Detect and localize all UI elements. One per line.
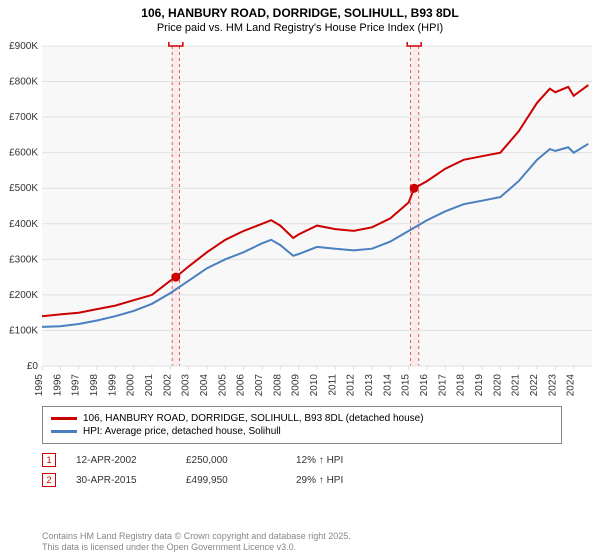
svg-text:1999: 1999 — [107, 374, 118, 397]
sale-diff-1: 12% ↑ HPI — [296, 455, 343, 466]
svg-text:2007: 2007 — [254, 374, 265, 397]
svg-text:2005: 2005 — [217, 374, 228, 397]
price-chart: £0 £100K £200K £300K £400K £500K £600K £700K £80… — [0, 42, 600, 400]
legend-box: 106, HANBURY ROAD, DORRIDGE, SOLIHULL, B… — [42, 406, 562, 444]
svg-text:2022: 2022 — [529, 374, 540, 397]
legend-swatch-2 — [51, 430, 77, 433]
svg-text:2010: 2010 — [309, 374, 320, 397]
svg-text:2016: 2016 — [419, 374, 430, 397]
sale-index-1: 1 — [42, 453, 56, 467]
svg-text:2009: 2009 — [291, 374, 302, 397]
sale-row-2: 2 30-APR-2015 £499,950 29% ↑ HPI — [42, 470, 562, 490]
svg-text:£400K: £400K — [9, 219, 38, 230]
svg-text:2014: 2014 — [382, 374, 393, 397]
svg-text:£200K: £200K — [9, 290, 38, 301]
svg-text:£700K: £700K — [9, 112, 38, 123]
svg-text:2006: 2006 — [236, 374, 247, 397]
sale-marker-label-2: 2 — [411, 42, 417, 45]
svg-text:1997: 1997 — [71, 374, 82, 397]
svg-text:2015: 2015 — [401, 374, 412, 397]
svg-text:£900K: £900K — [9, 42, 38, 52]
svg-text:£100K: £100K — [9, 325, 38, 336]
sale-date-2: 30-APR-2015 — [76, 475, 166, 486]
svg-text:£500K: £500K — [9, 183, 38, 194]
sale-index-2: 2 — [42, 473, 56, 487]
sale-price-1: £250,000 — [186, 455, 276, 466]
legend-item-2: HPI: Average price, detached house, Soli… — [51, 425, 553, 438]
legend-label-1: 106, HANBURY ROAD, DORRIDGE, SOLIHULL, B… — [83, 413, 424, 424]
svg-text:2002: 2002 — [162, 374, 173, 397]
svg-text:2019: 2019 — [474, 374, 485, 397]
page-subtitle: Price paid vs. HM Land Registry's House … — [0, 22, 600, 38]
svg-text:£600K: £600K — [9, 148, 38, 159]
svg-text:£800K: £800K — [9, 77, 38, 88]
sales-list: 1 12-APR-2002 £250,000 12% ↑ HPI 2 30-APR-201… — [42, 450, 562, 490]
legend-swatch-1 — [51, 417, 77, 420]
svg-text:2017: 2017 — [437, 374, 448, 397]
footer-line-2: This data is licensed under the Open Gov… — [42, 542, 351, 554]
svg-text:2021: 2021 — [511, 374, 522, 397]
legend-item-1: 106, HANBURY ROAD, DORRIDGE, SOLIHULL, B… — [51, 412, 553, 425]
sale-row-1: 1 12-APR-2002 £250,000 12% ↑ HPI — [42, 450, 562, 470]
sale-marker-2 — [410, 184, 419, 193]
svg-text:2001: 2001 — [144, 374, 155, 397]
svg-text:2011: 2011 — [327, 374, 338, 396]
svg-text:2000: 2000 — [126, 374, 137, 397]
legend-label-2: HPI: Average price, detached house, Soli… — [83, 426, 281, 437]
svg-text:1995: 1995 — [34, 374, 45, 397]
sale-diff-2: 29% ↑ HPI — [296, 475, 343, 486]
page-title: 106, HANBURY ROAD, DORRIDGE, SOLIHULL, B… — [0, 0, 600, 22]
svg-text:2024: 2024 — [566, 374, 577, 397]
svg-text:2004: 2004 — [199, 374, 210, 397]
footer-line-1: Contains HM Land Registry data © Crown c… — [42, 531, 351, 543]
footer-attribution: Contains HM Land Registry data © Crown c… — [42, 531, 351, 554]
svg-text:2023: 2023 — [547, 374, 558, 397]
svg-text:2013: 2013 — [364, 374, 375, 397]
svg-text:2020: 2020 — [492, 374, 503, 397]
svg-text:2012: 2012 — [346, 374, 357, 397]
sale-date-1: 12-APR-2002 — [76, 455, 166, 466]
svg-text:2018: 2018 — [456, 374, 467, 397]
svg-text:£0: £0 — [27, 361, 39, 372]
svg-text:2003: 2003 — [181, 374, 192, 397]
legend-and-sales: 106, HANBURY ROAD, DORRIDGE, SOLIHULL, B… — [42, 406, 562, 490]
svg-text:£300K: £300K — [9, 254, 38, 265]
sale-marker-1 — [171, 273, 180, 282]
svg-text:1996: 1996 — [52, 374, 63, 397]
sale-price-2: £499,950 — [186, 475, 276, 486]
svg-text:1998: 1998 — [89, 374, 100, 397]
svg-text:2008: 2008 — [272, 374, 283, 397]
sale-marker-label-1: 1 — [173, 42, 179, 45]
